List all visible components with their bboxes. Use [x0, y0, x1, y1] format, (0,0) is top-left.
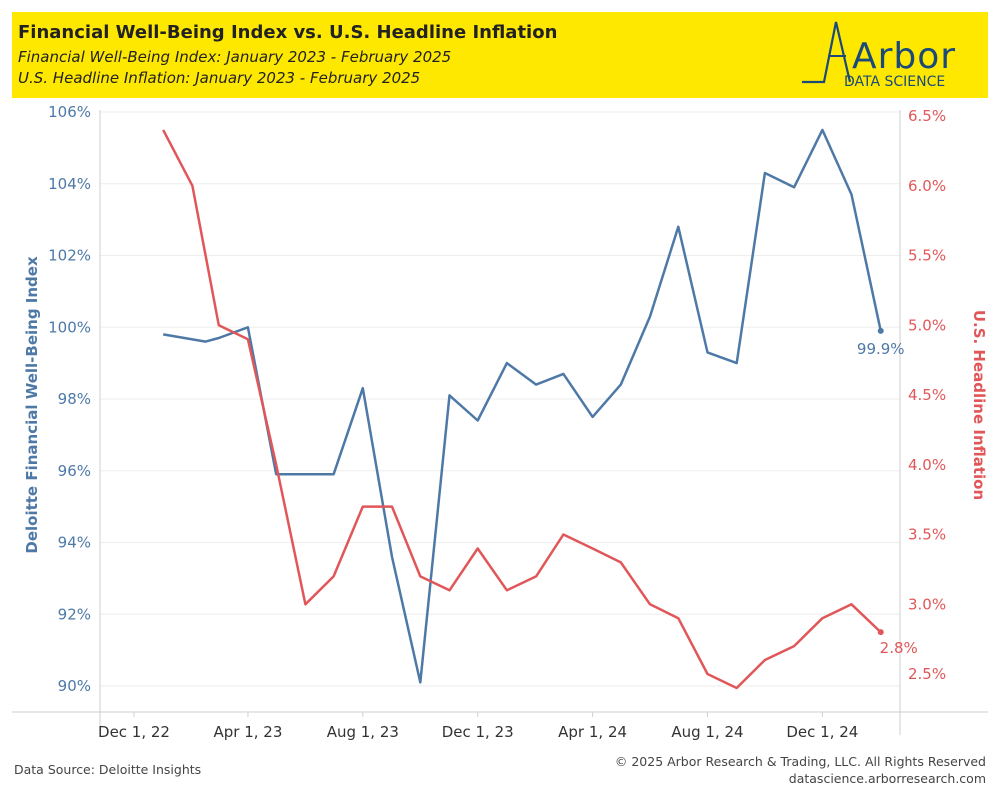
arbor-logo-text: Arbor	[852, 36, 956, 77]
x-tick-label: Dec 1, 23	[442, 723, 514, 741]
x-tick-label: Apr 1, 24	[558, 723, 627, 741]
data-source: Data Source: Deloitte Insights	[14, 762, 202, 777]
y-left-tick-label: 94%	[58, 534, 91, 552]
y-right-tick-label: 3.5%	[908, 526, 946, 544]
website-url[interactable]: datascience.arborresearch.com	[788, 771, 986, 786]
y-left-tick-label: 92%	[58, 605, 91, 623]
chart-subtitle-inflation: U.S. Headline Inflation: January 2023 - …	[18, 69, 421, 87]
y-left-tick-label: 98%	[58, 390, 91, 408]
arbor-logo-mark	[802, 21, 852, 84]
axes	[12, 110, 988, 735]
y-left-tick-label: 100%	[48, 318, 91, 336]
y-right-tick-label: 2.5%	[908, 665, 946, 683]
y-right-tick-label: 4.5%	[908, 386, 946, 404]
chart-title: Financial Well-Being Index vs. U.S. Head…	[18, 22, 558, 43]
arbor-logo-subtext: DATA SCIENCE	[844, 74, 945, 90]
gridlines	[100, 111, 900, 687]
x-tick-label: Aug 1, 23	[327, 723, 399, 741]
y-left-axis-title: Deloitte Financial Well-Being Index	[23, 256, 41, 554]
end-label-inflation: 2.8%	[880, 639, 918, 657]
series-lines	[162, 128, 884, 690]
x-tick-label: Dec 1, 22	[98, 723, 170, 741]
x-tick-label: Apr 1, 23	[213, 723, 282, 741]
tick-labels: 90% 92% 94% 96% 98% 100% 102% 104% 106% 2.5% 3.0% 3…	[23, 103, 988, 741]
y-right-axis-title: U.S. Headline Inflation	[970, 310, 988, 500]
end-label-index: 99.9%	[857, 340, 905, 358]
y-right-tick-label: 6.0%	[908, 177, 946, 195]
end-point-inflation	[877, 629, 884, 636]
y-right-tick-label: 5.5%	[908, 247, 946, 265]
y-right-tick-label: 6.5%	[908, 107, 946, 125]
copyright-block: © 2025 Arbor Research & Trading, LLC. Al…	[615, 753, 986, 787]
x-tick-label: Dec 1, 24	[786, 723, 858, 741]
y-right-tick-label: 5.0%	[908, 316, 946, 334]
chart-subtitle-index: Financial Well-Being Index: January 2023…	[18, 48, 452, 66]
header-banner: Financial Well-Being Index vs. U.S. Head…	[12, 12, 988, 98]
y-left-tick-label: 102%	[48, 247, 91, 265]
arbor-logo: Arbor DATA SCIENCE	[802, 21, 956, 90]
y-left-tick-label: 96%	[58, 462, 91, 480]
series-line-inflation	[162, 129, 882, 690]
end-point-index	[877, 327, 884, 334]
y-left-tick-label: 106%	[48, 103, 91, 121]
series-line-index	[162, 128, 882, 684]
copyright-text: © 2025 Arbor Research & Trading, LLC. Al…	[614, 754, 986, 769]
y-left-tick-label: 104%	[48, 175, 91, 193]
y-left-tick-label: 90%	[58, 677, 91, 695]
x-tick-label: Aug 1, 24	[671, 723, 743, 741]
y-right-tick-label: 3.0%	[908, 595, 946, 613]
y-right-tick-label: 4.0%	[908, 456, 946, 474]
